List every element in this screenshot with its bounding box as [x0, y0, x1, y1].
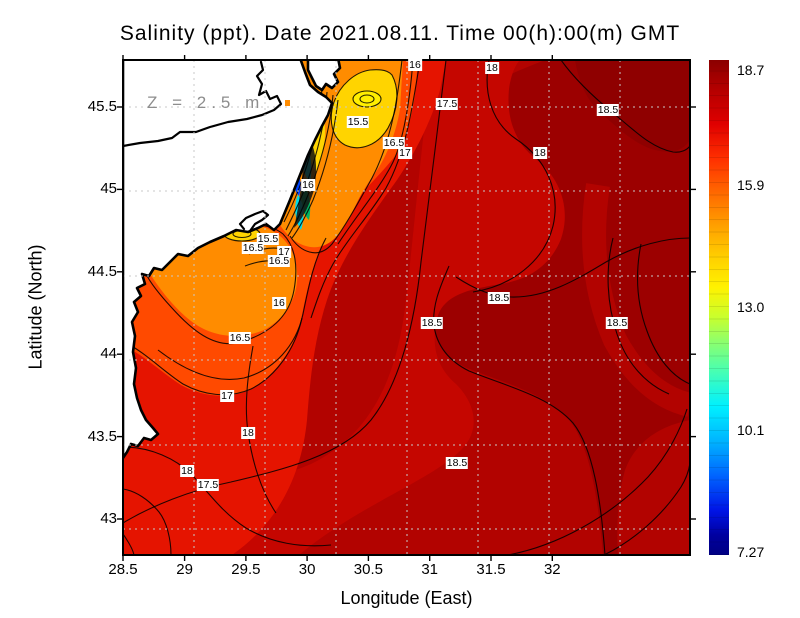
y-tick-label: 45	[100, 180, 117, 198]
mainland	[123, 60, 334, 460]
y-tick-label: 45.5	[87, 98, 117, 115]
contour-label: 16.5	[241, 242, 265, 254]
contour-label: 16.5	[382, 137, 406, 149]
low-salinity-yellow-core	[353, 91, 381, 107]
contour-label: 17.5	[196, 479, 220, 491]
salinity-zone-corner-br	[617, 420, 690, 555]
coastal-spit	[306, 60, 342, 92]
low-salinity-yellow-patch	[331, 69, 397, 148]
plot-frame	[122, 59, 691, 556]
colorbar	[709, 60, 729, 555]
liman-line	[238, 209, 270, 233]
contour-label: 18	[485, 62, 499, 74]
land-layer	[123, 60, 342, 460]
lat-lon-gridlines	[123, 60, 690, 555]
colorbar-tick-label: 10.1	[737, 422, 765, 438]
contour-label: 16.5	[228, 332, 252, 344]
y-tick-label: 44	[100, 345, 117, 363]
colorbar-tick-label: 15.9	[737, 177, 765, 193]
estuary-mouth-dot	[285, 100, 290, 106]
contour-label: 18.5	[605, 317, 629, 329]
y-tick-label: 44.5	[87, 262, 117, 280]
salinity-zone-darkest-ne	[575, 60, 690, 152]
salinity-zone-17-18	[123, 60, 565, 555]
colorbar-tick-label: 7.27	[737, 544, 765, 560]
x-tick-label: 30	[298, 561, 316, 578]
chart-title: Salinity (ppt). Date 2021.08.11. Time 00…	[119, 22, 681, 45]
y-axis-label: Latitude (North)	[25, 244, 46, 370]
x-tick-label: 30.5	[353, 561, 383, 578]
colorbar-tick-label: 13.0	[737, 299, 765, 315]
x-axis-label: Longitude (East)	[340, 588, 473, 608]
contour-label: 18.5	[596, 104, 620, 116]
contour-label: 18.5	[487, 292, 511, 304]
depth-annotation: Z = 2.5 m	[147, 93, 265, 112]
contour-label: 18	[180, 465, 194, 477]
contour-label: 17	[220, 390, 234, 402]
contour-label: 16.5	[267, 255, 291, 267]
contour-label: 18	[533, 147, 547, 159]
x-tick-label: 29	[176, 561, 193, 578]
x-tick-label: 31	[421, 561, 439, 578]
y-tick-label: 43.5	[87, 427, 117, 445]
contour-label: 17.5	[435, 98, 459, 110]
x-tick-label: 28.5	[108, 561, 138, 578]
contour-label: 16	[408, 59, 422, 71]
danube-river-line	[123, 60, 283, 148]
x-tick-label: 31.5	[476, 561, 506, 578]
x-tick-label: 29.5	[231, 561, 261, 578]
x-tick-label: 32	[543, 561, 561, 578]
y-tick-label: 43	[100, 510, 117, 527]
colorbar-tick-label: 18.7	[737, 62, 765, 78]
contour-label: 15.5	[346, 116, 370, 128]
contour-label: 18	[241, 427, 255, 439]
contour-label: 16	[301, 179, 315, 191]
contour-label: 18.5	[445, 457, 469, 469]
contour-label: 17	[398, 147, 412, 159]
salinity-streak	[582, 183, 690, 417]
contour-label: 18.5	[420, 317, 444, 329]
axis-ticks	[117, 55, 696, 561]
contour-label: 16	[272, 297, 286, 309]
